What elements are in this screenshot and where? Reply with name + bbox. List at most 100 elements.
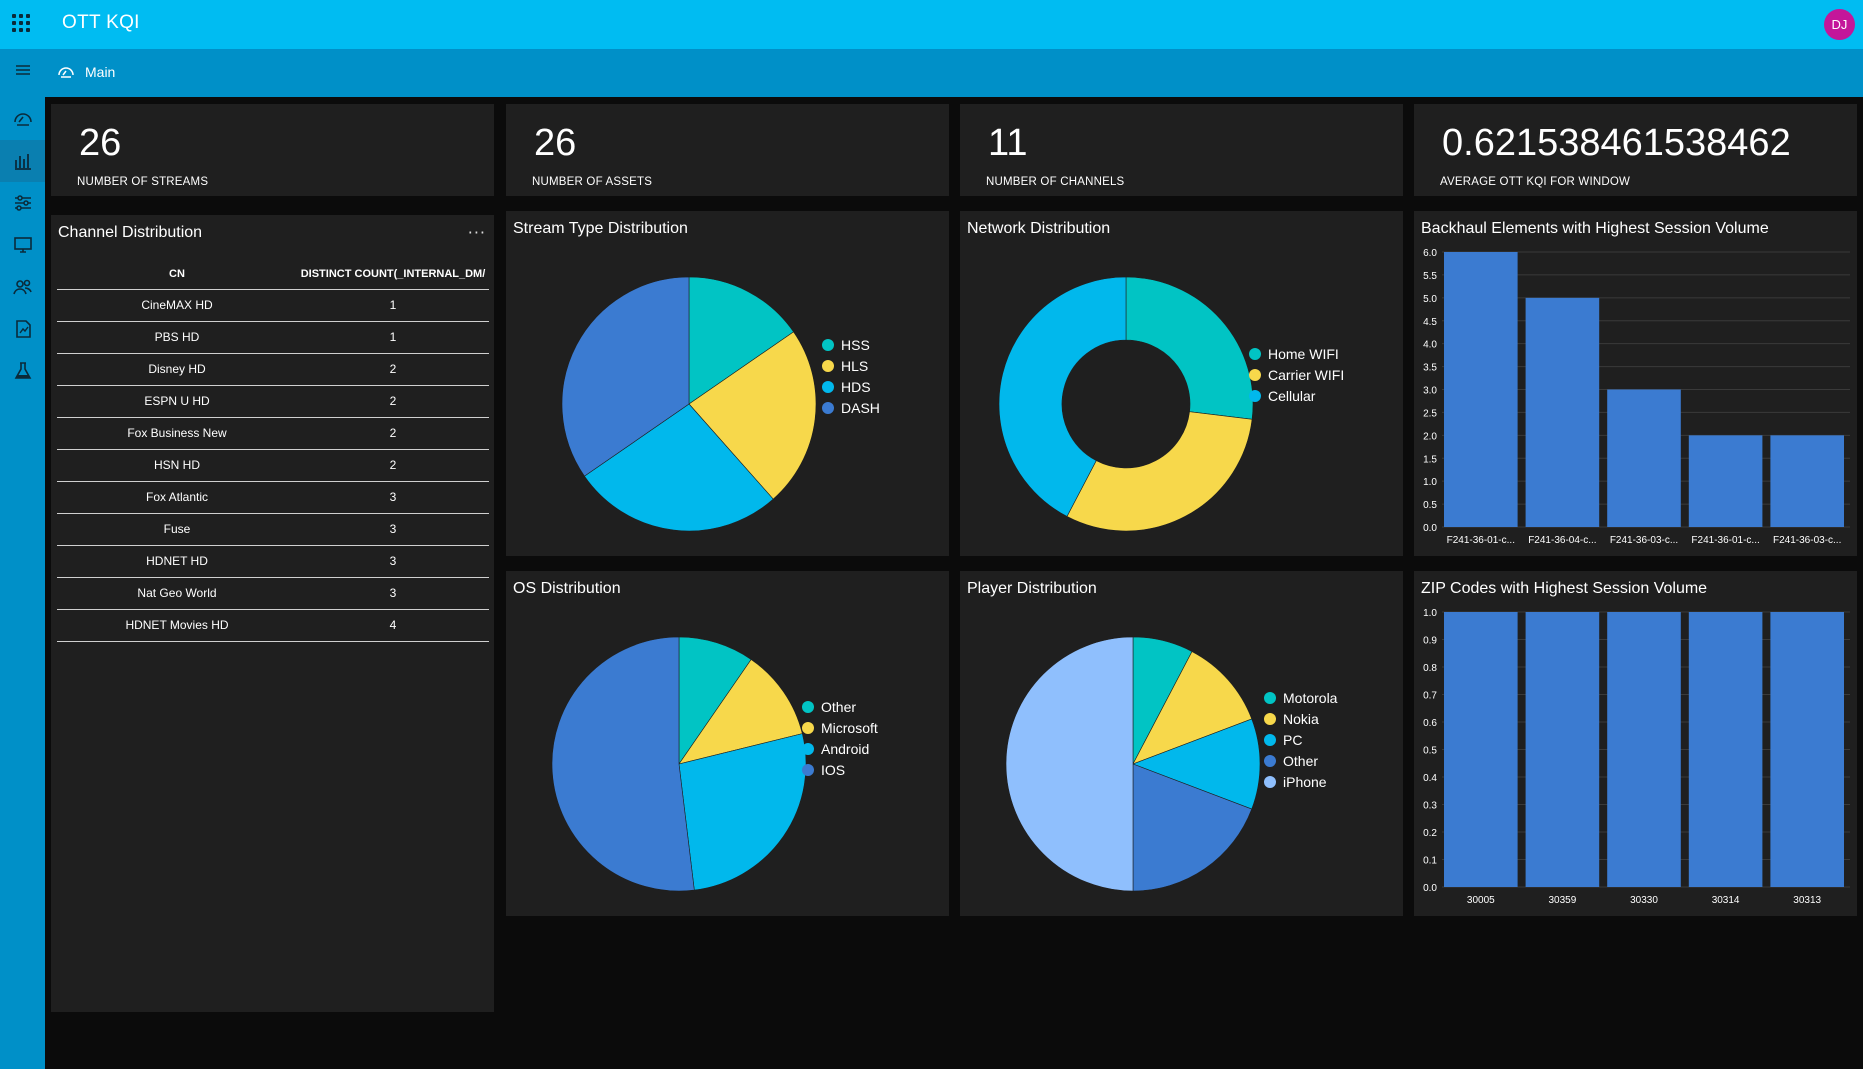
pie-slice-other[interactable] — [1132, 763, 1253, 892]
table-row[interactable]: ESPN U HD 2 — [57, 385, 489, 418]
kpi-channels-card[interactable]: 11 NUMBER OF CHANNELS — [960, 104, 1403, 196]
bar[interactable] — [1444, 252, 1518, 527]
sidebar-item-dashboard[interactable] — [0, 98, 45, 140]
pie-slice-hss[interactable] — [688, 276, 794, 405]
cell-channel-name: PBS HD — [57, 321, 297, 354]
pie-slice-hls[interactable] — [688, 331, 817, 500]
breadcrumb: Main — [45, 49, 1863, 97]
table-row[interactable]: Fox Business New 2 — [57, 417, 489, 450]
pie-slice-cellular[interactable] — [998, 276, 1127, 517]
legend-label[interactable]: Home WIFI — [1268, 346, 1339, 362]
avatar[interactable]: DJ — [1824, 9, 1855, 40]
kpi-assets-card[interactable]: 26 NUMBER OF ASSETS — [506, 104, 949, 196]
legend-label[interactable]: Other — [1283, 753, 1318, 769]
table-row[interactable]: HDNET HD 3 — [57, 545, 489, 578]
bar[interactable] — [1770, 435, 1844, 527]
legend-label[interactable]: Other — [821, 699, 856, 715]
card-title: Channel Distribution — [58, 224, 203, 241]
more-options-icon[interactable]: ··· — [467, 223, 486, 242]
table-row[interactable]: PBS HD 1 — [57, 321, 489, 354]
table-row[interactable]: Fox Atlantic 3 — [57, 481, 489, 514]
legend-label[interactable]: Motorola — [1283, 690, 1338, 706]
cell-channel-name: HDNET HD — [57, 545, 297, 578]
table-row[interactable]: HSN HD 2 — [57, 449, 489, 482]
bar[interactable] — [1444, 612, 1518, 887]
bar[interactable] — [1525, 297, 1600, 527]
x-tick-label: 30314 — [1712, 895, 1740, 906]
y-tick-label: 1.0 — [1423, 477, 1437, 488]
pie-slice-other[interactable] — [678, 636, 752, 765]
bar[interactable] — [1607, 389, 1681, 528]
pie-slice-ios[interactable] — [551, 636, 695, 892]
sliders-icon — [14, 195, 31, 211]
sidebar-item-lab[interactable] — [0, 350, 45, 392]
legend-label[interactable]: Android — [821, 741, 869, 757]
card-title: Stream Type Distribution — [513, 220, 688, 237]
table-row[interactable]: Nat Geo World 3 — [57, 577, 489, 610]
y-tick-label: 0.9 — [1423, 636, 1437, 647]
table-row[interactable]: CineMAX HD 1 — [57, 289, 489, 322]
y-tick-label: 3.0 — [1423, 386, 1437, 397]
cell-count: 1 — [297, 289, 489, 322]
y-tick-label: 0.5 — [1423, 500, 1437, 511]
x-tick-label: F241-36-01-c... — [1691, 535, 1759, 546]
legend-label[interactable]: IOS — [821, 762, 845, 778]
card-title: Player Distribution — [967, 580, 1097, 597]
network-chart-card: Network Distribution Home WIFI Carrier WI… — [960, 211, 1403, 556]
x-tick-label: F241-36-03-c... — [1610, 535, 1678, 546]
stream-type-pie-chart[interactable]: HSS HLS HDS DASH — [506, 211, 949, 556]
sidebar-item-monitor[interactable] — [0, 224, 45, 266]
cell-count: 2 — [297, 417, 489, 450]
zip-bar-chart[interactable]: 0.0 0.1 0.2 0.3 0.4 0.5 0.6 0.7 0.8 0.9 1.0 30005 30… — [1414, 571, 1857, 916]
bar[interactable] — [1688, 612, 1763, 887]
table-row[interactable]: Fuse 3 — [57, 513, 489, 546]
kpi-streams-card[interactable]: 26 NUMBER OF STREAMS — [51, 104, 494, 196]
column-header-cn[interactable]: CN — [57, 259, 297, 290]
legend-label[interactable]: HLS — [841, 358, 868, 374]
sidebar-item-analytics[interactable] — [0, 140, 45, 182]
sidebar-item-reports[interactable] — [0, 308, 45, 350]
kpi-avg-kqi-card[interactable]: 0.621538461538462 AVERAGE OTT KQI FOR WI… — [1414, 104, 1857, 196]
y-tick-label: 0.7 — [1423, 691, 1437, 702]
legend-label[interactable]: iPhone — [1283, 774, 1327, 790]
sidebar-item-settings[interactable] — [0, 182, 45, 224]
bar[interactable] — [1607, 612, 1681, 887]
column-header-count[interactable]: DISTINCT COUNT(_INTERNAL_DM/ — [297, 259, 489, 290]
legend-label[interactable]: Nokia — [1283, 711, 1319, 727]
hamburger-menu-icon[interactable] — [0, 49, 45, 91]
pie-slice-dash[interactable] — [561, 276, 690, 477]
kpi-value: 26 — [79, 122, 122, 164]
breadcrumb-main[interactable]: Main — [85, 64, 116, 80]
legend-label[interactable]: Microsoft — [821, 720, 878, 736]
legend-marker — [802, 722, 814, 734]
bar[interactable] — [1525, 612, 1600, 887]
sidebar — [0, 49, 45, 1069]
pie-slice-hds[interactable] — [584, 403, 774, 532]
pie-slice-iphone[interactable] — [1005, 636, 1134, 892]
backhaul-bar-chart[interactable]: 0.0 0.5 1.0 1.5 2.0 2.5 3.0 3.5 4.0 4.5 5.0 5.5 6.0 F… — [1414, 211, 1857, 556]
bar[interactable] — [1770, 612, 1844, 887]
legend-label[interactable]: Cellular — [1268, 388, 1316, 404]
table-row[interactable]: HDNET Movies HD 4 — [57, 609, 489, 642]
legend-label[interactable]: DASH — [841, 400, 880, 416]
table-row[interactable]: Disney HD 2 — [57, 353, 489, 386]
y-tick-label: 0.8 — [1423, 663, 1437, 674]
os-pie-chart[interactable]: Other Microsoft Android IOS — [506, 571, 949, 916]
legend-label[interactable]: HSS — [841, 337, 870, 353]
pie-slice-microsoft[interactable] — [678, 659, 803, 765]
player-pie-chart[interactable]: Motorola Nokia PC Other iPhone — [960, 571, 1403, 916]
y-tick-label: 2.5 — [1423, 408, 1437, 419]
legend-label[interactable]: HDS — [841, 379, 871, 395]
legend-label[interactable]: PC — [1283, 732, 1302, 748]
app-launcher-icon[interactable] — [12, 14, 30, 32]
legend-label[interactable]: Carrier WIFI — [1268, 367, 1344, 383]
x-tick-label: 30313 — [1793, 895, 1821, 906]
pie-slice-android[interactable] — [678, 733, 807, 891]
pie-slice-carrier-wifi[interactable] — [1066, 411, 1253, 532]
pie-slice-nokia[interactable] — [1132, 651, 1253, 765]
bar[interactable] — [1688, 435, 1763, 527]
sidebar-item-users[interactable] — [0, 266, 45, 308]
network-donut-chart[interactable]: Home WIFI Carrier WIFI Cellular — [960, 211, 1403, 556]
pie-slice-pc[interactable] — [1132, 718, 1261, 810]
pie-slice-home-wifi[interactable] — [1125, 276, 1254, 420]
